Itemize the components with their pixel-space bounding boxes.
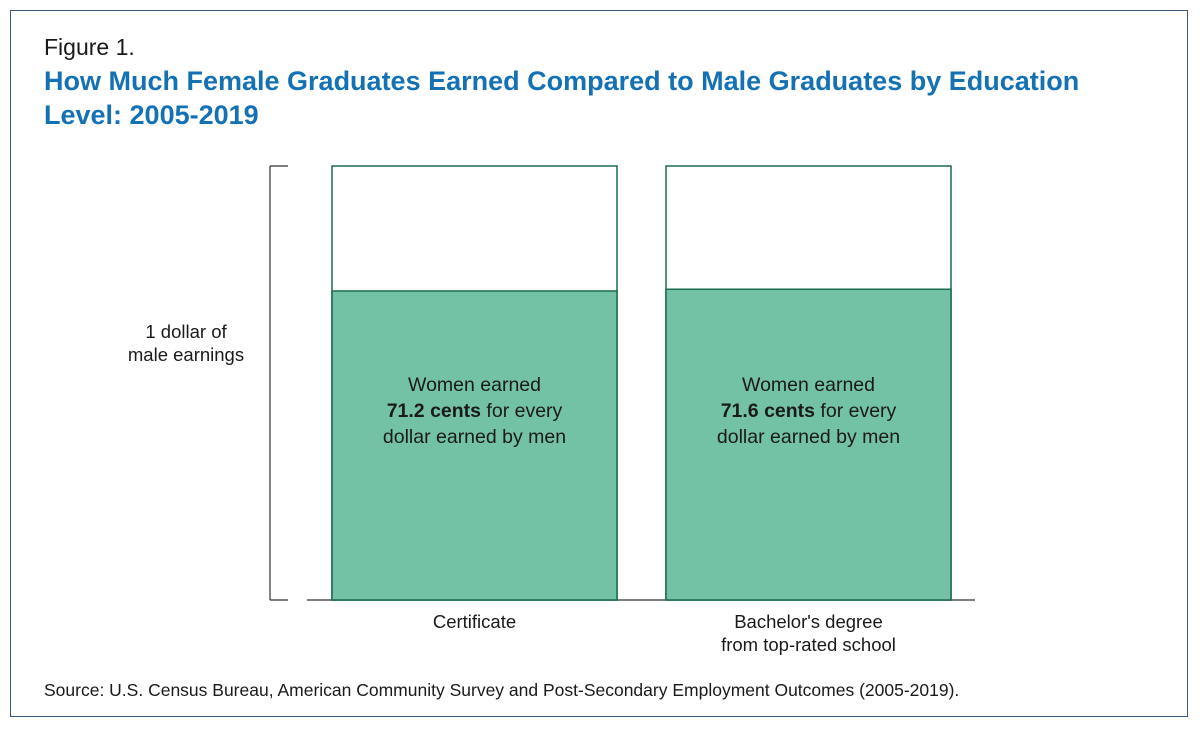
bar-annotation-line: dollar earned by men bbox=[383, 426, 566, 448]
category-label: Bachelor's degree bbox=[734, 611, 883, 632]
earnings-bar bbox=[665, 288, 952, 601]
figure-label: Figure 1. bbox=[44, 34, 135, 60]
scale-label-line: male earnings bbox=[128, 344, 244, 365]
bar-annotation-value: 71.6 cents for every bbox=[721, 400, 897, 422]
figure-title: How Much Female Graduates Earned Compare… bbox=[44, 66, 1080, 130]
bar-annotation-line: Women earned bbox=[408, 374, 541, 396]
earnings-bar bbox=[331, 290, 618, 601]
bar-annotation-value: 71.2 cents for every bbox=[387, 400, 563, 422]
bar-annotation-line: Women earned bbox=[742, 374, 875, 396]
category-label: Certificate bbox=[433, 611, 516, 632]
scale-label-line: 1 dollar of bbox=[145, 321, 227, 342]
figure-frame bbox=[10, 10, 1188, 717]
bar-annotation-line: dollar earned by men bbox=[717, 426, 900, 448]
category-label: from top-rated school bbox=[721, 634, 896, 655]
source-note: Source: U.S. Census Bureau, American Com… bbox=[44, 680, 960, 700]
